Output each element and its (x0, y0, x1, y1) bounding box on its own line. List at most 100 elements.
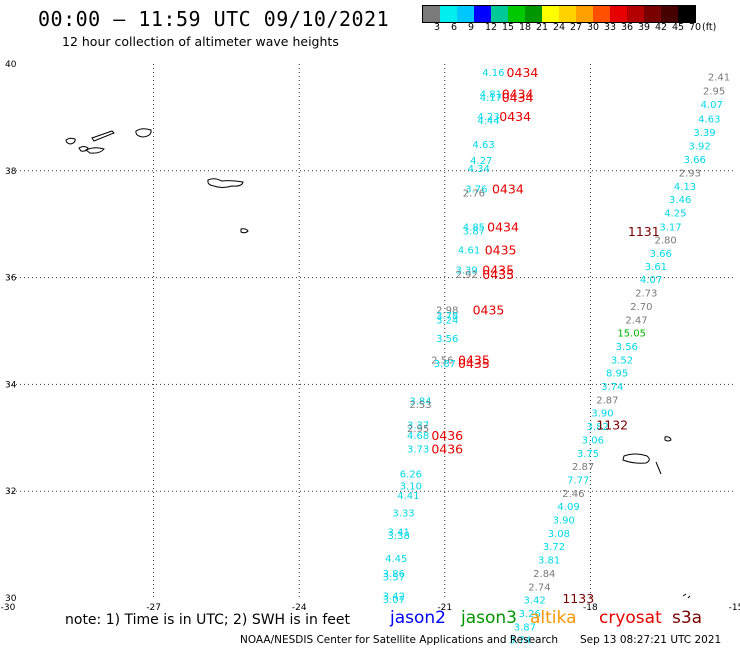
grid-lines (8, 64, 736, 598)
island-flores (65, 137, 76, 145)
wave-height-label: 2.56 (431, 355, 453, 366)
pass-time-label: 1133 (562, 591, 594, 606)
legend-swatch-13 (644, 6, 661, 22)
island-pico (85, 147, 105, 154)
wave-height-label: 4.07 (640, 275, 662, 286)
wave-height-label: 3.10 (400, 481, 422, 492)
wave-height-label: 3.78 (436, 311, 458, 322)
wave-height-values: 4.16 4.814.17 4.234.44 4.63 4.274.34 3.762.76… (383, 68, 730, 647)
wave-height-label: 3.39 (456, 266, 478, 277)
island-porto-santo (664, 436, 672, 442)
legend-label: (ft) (702, 22, 717, 33)
island-santa-maria (240, 228, 249, 234)
wave-height-label: 3.06 (582, 435, 604, 446)
wave-height-label: 3.90 (591, 409, 613, 420)
legend-label: 24 (553, 22, 566, 33)
legend-swatch-2 (457, 6, 474, 22)
legend-label: 15 (502, 22, 515, 33)
wave-height-label: 4.25 (664, 208, 686, 219)
legend-swatch-4 (491, 6, 508, 22)
island-desertas (655, 461, 662, 475)
pass-time-label: 0434 (502, 90, 534, 105)
wave-height-label: 2.87 (572, 462, 594, 473)
legend-swatch-14 (661, 6, 678, 22)
chart-subtitle: 12 hour collection of altimeter wave hei… (62, 34, 339, 49)
x-tick-label: -27 (146, 603, 161, 613)
y-tick-label: 40 (5, 60, 17, 70)
wave-height-label: 3.72 (543, 542, 565, 553)
legend-swatch-3 (474, 6, 491, 22)
wave-height-label: 2.41 (708, 72, 730, 83)
satellite-altika-label: altika (530, 608, 577, 628)
wave-height-label: 3.66 (650, 249, 672, 260)
wave-height-label: 3.87 (463, 227, 485, 238)
wave-height-label: 2.80 (654, 236, 676, 247)
legend-label: 27 (570, 22, 583, 33)
wave-height-label: 4.27 (470, 156, 492, 167)
x-tick-label: -21 (437, 603, 452, 613)
y-tick-label: 32 (5, 487, 16, 497)
wave-height-label: 15.05 (617, 329, 646, 340)
wave-height-label: 4.63 (472, 140, 494, 151)
wave-height-label: 3.76 (465, 184, 487, 195)
pass-time-label: 1132 (596, 417, 628, 432)
wave-height-label: 3.74 (509, 636, 531, 647)
wave-height-label: 3.81 (538, 556, 560, 567)
legend-swatch-7 (542, 6, 559, 22)
wave-height-label: 3.90 (553, 516, 575, 527)
legend-label: 9 (468, 22, 475, 33)
pass-time-labels: 0434043404340434043404340435043504350435… (431, 65, 659, 606)
wave-height-label: 3.52 (611, 355, 633, 366)
wave-height-label: 3.26 (519, 609, 541, 620)
wave-height-label: 3.37 (407, 420, 429, 431)
wave-height-label: 4.63 (698, 114, 720, 125)
wave-height-label: 4.17 (480, 93, 502, 104)
x-tick-label: -18 (583, 603, 598, 613)
x-tick-label: -30 (1, 603, 16, 613)
wave-height-label: 4.85 (463, 222, 485, 233)
wave-height-label: 3.86 (383, 569, 405, 580)
wave-height-label: 3.46 (669, 195, 691, 206)
wave-height-label: 4.23 (477, 112, 499, 123)
legend-swatch-1 (440, 6, 457, 22)
wave-height-label: 4.61 (458, 245, 480, 256)
legend-label: 70 (689, 22, 702, 33)
y-tick-label: 36 (5, 274, 17, 284)
wave-height-label: 4.09 (557, 502, 579, 513)
satellite-jason3-label: jason3 (461, 608, 517, 628)
pass-time-label: 0434 (487, 219, 519, 234)
pass-time-label: 0435 (485, 242, 517, 257)
wave-height-label: 3.56 (616, 342, 638, 353)
wave-height-label: 4.81 (480, 89, 502, 100)
island-sao-miguel (207, 178, 244, 188)
island-faial (78, 146, 89, 152)
legend-swatch-6 (525, 6, 542, 22)
wave-height-label: 3.07 (383, 595, 405, 606)
pass-time-label: 0434 (492, 181, 524, 196)
island-outlines (65, 128, 691, 599)
wave-height-label: 3.24 (436, 315, 458, 326)
legend-swatch-15 (678, 6, 695, 22)
y-tick-label: 38 (5, 167, 17, 177)
wave-height-label: 4.34 (468, 164, 490, 175)
wave-height-label: 3.92 (688, 142, 710, 153)
wave-height-label: 4.16 (482, 68, 504, 79)
wave-height-label: 3.61 (645, 262, 667, 273)
chart-title: 00:00 – 11:59 UTC 09/10/2021 (38, 7, 390, 31)
wave-height-label: 2.98 (436, 306, 458, 317)
wave-height-label: 7.77 (567, 475, 589, 486)
pass-time-label: 0435 (458, 352, 490, 367)
pass-time-label: 0435 (482, 263, 514, 278)
wave-height-label: 3.82 (587, 422, 609, 433)
legend-label: 6 (451, 22, 458, 33)
wave-height-label: 2.95 (703, 87, 725, 98)
wave-height-label: 2.87 (596, 395, 618, 406)
wave-height-label: 3.84 (409, 396, 431, 407)
wave-height-label: 2.46 (562, 489, 584, 500)
wave-height-label: 2.73 (635, 289, 657, 300)
wave-height-label: 2.74 (528, 582, 550, 593)
wave-height-label: 4.13 (674, 182, 696, 193)
color-scale-labels: 3 6 9 12 15 18 21 24 27 30 33 36 39 42 45 70 (ft) (422, 22, 740, 34)
wave-height-label: 3.42 (383, 591, 405, 602)
